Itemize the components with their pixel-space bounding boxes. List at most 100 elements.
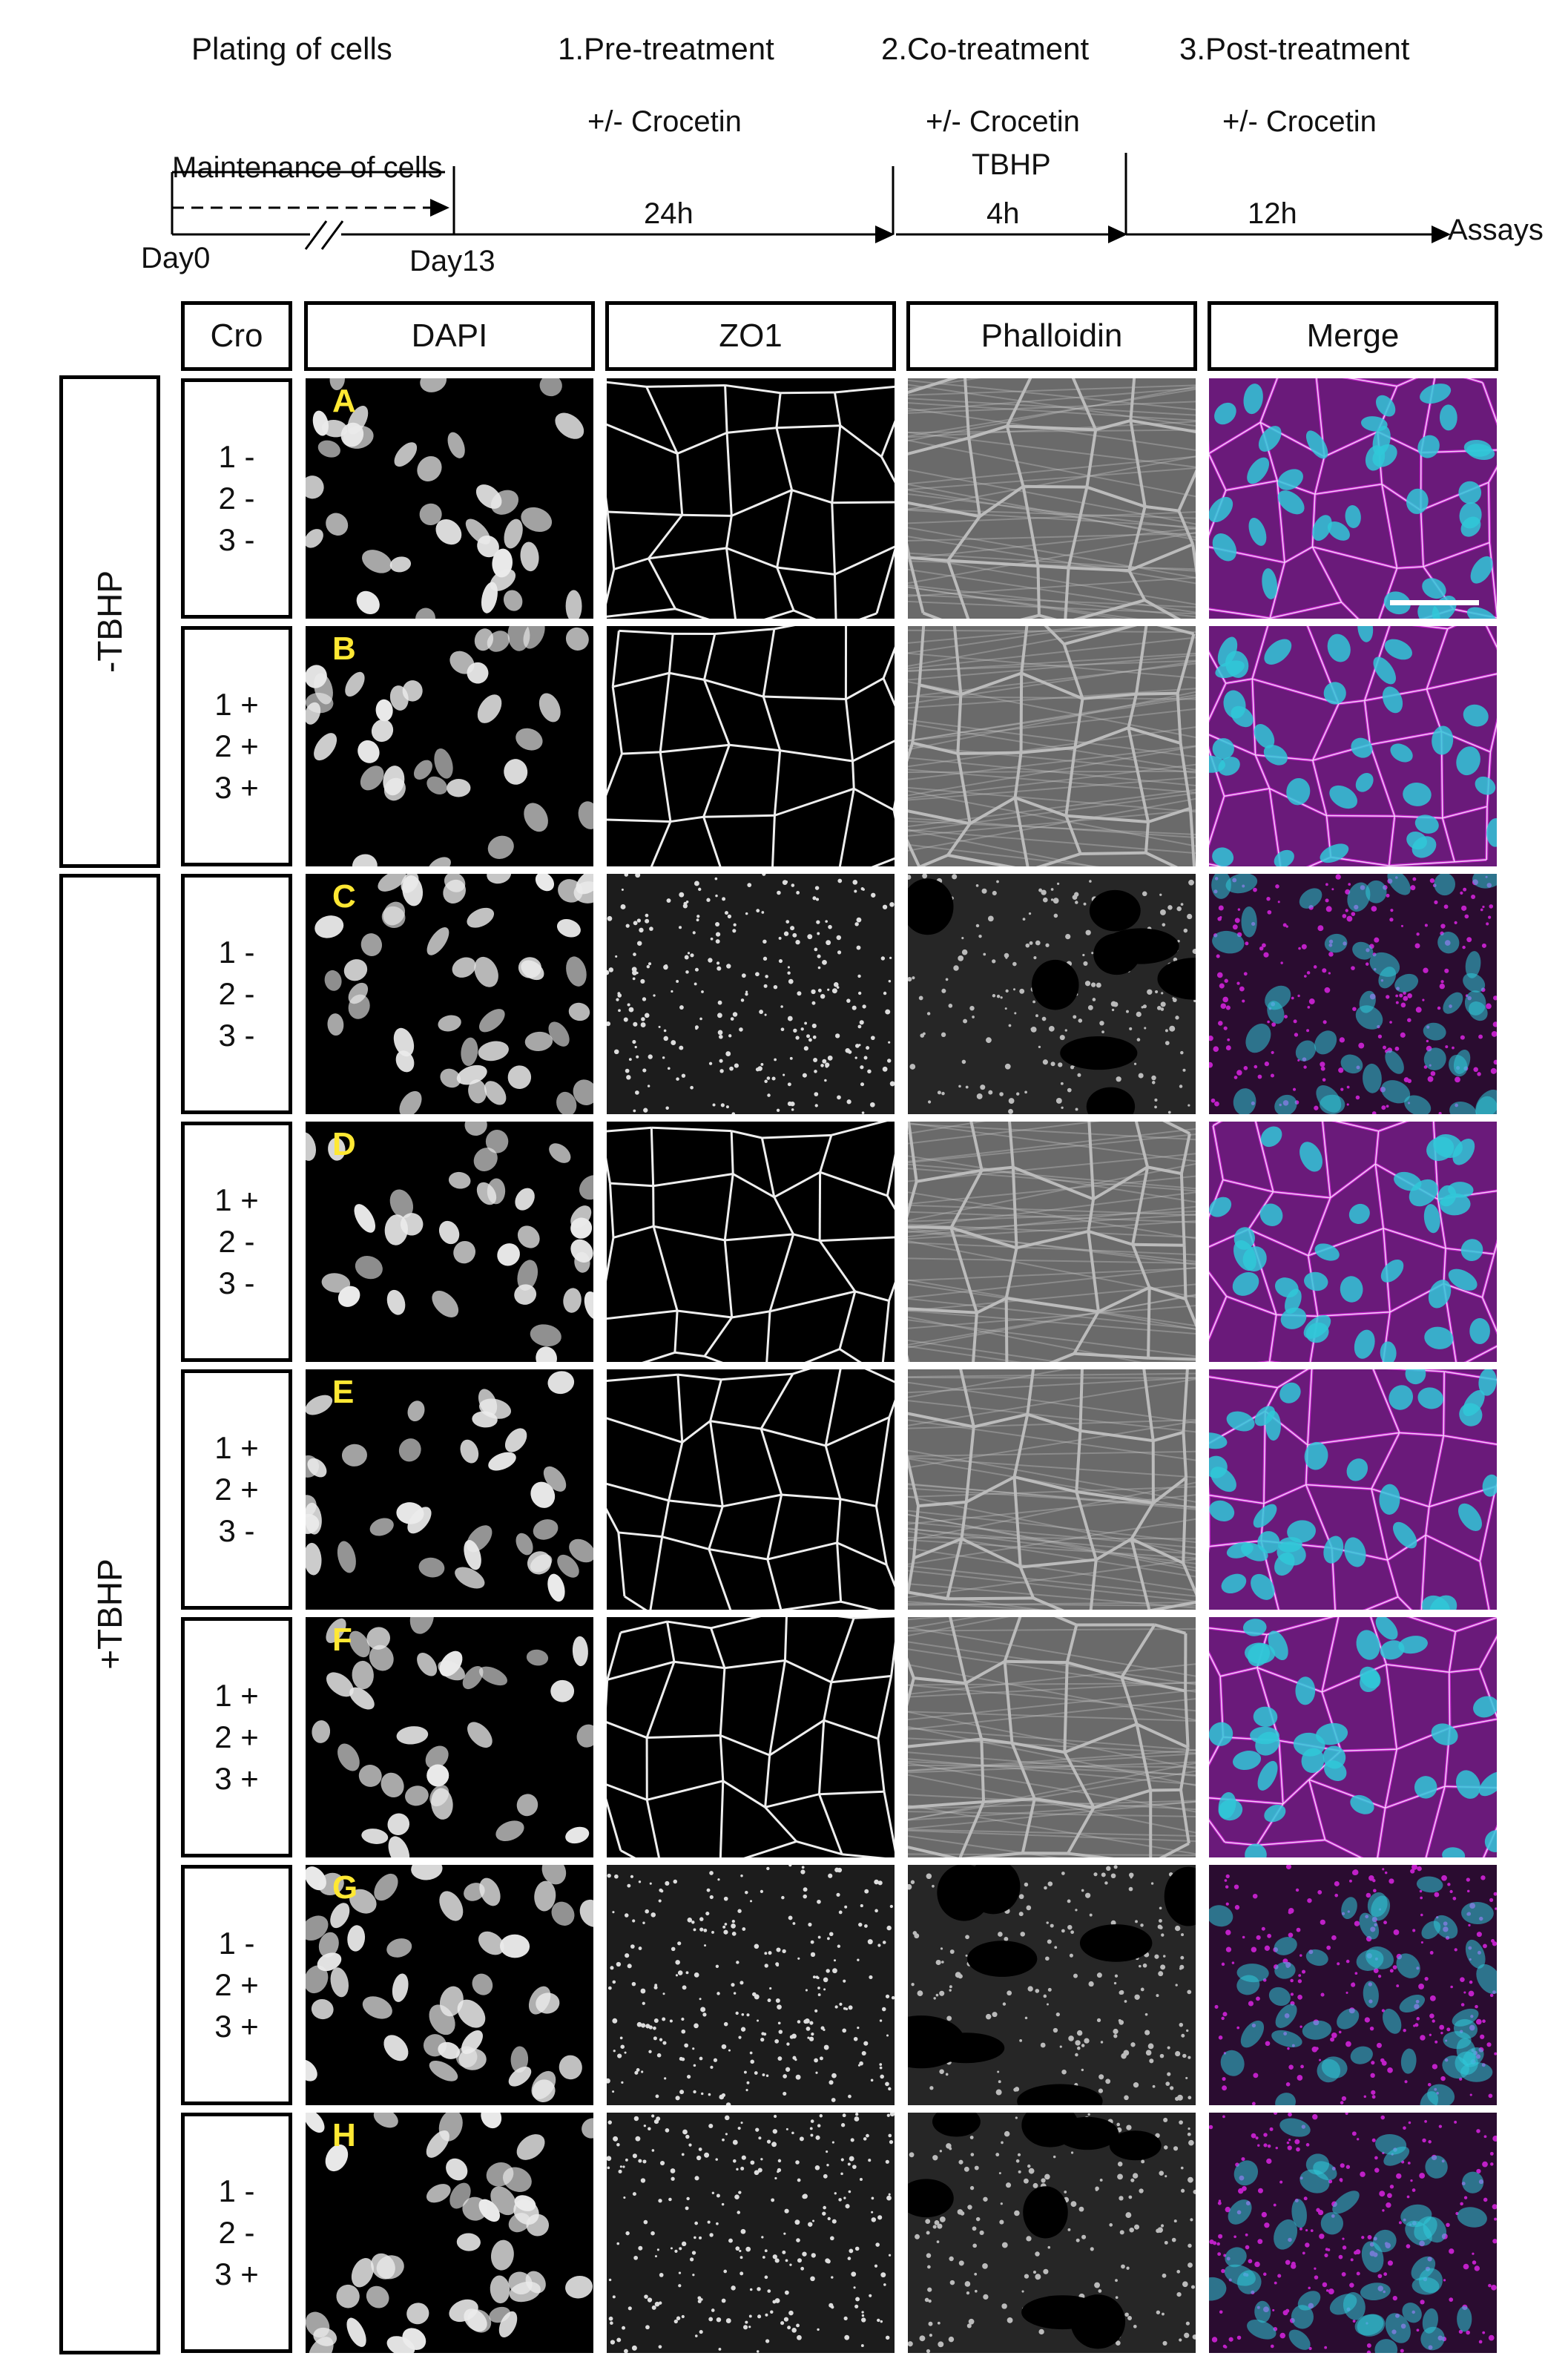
post-agent-label: +/- Crocetin: [1222, 105, 1377, 138]
cro-condition-box: 1 - 2 + 3 +: [181, 1865, 292, 2105]
merge-image: [1209, 2113, 1497, 2353]
panel-letter: C: [332, 878, 356, 915]
dapi-panel: E: [306, 1369, 593, 1610]
phal-panel: [908, 1617, 1196, 1857]
merge-image: [1209, 1369, 1497, 1610]
cro-condition-line: 1 +: [214, 1430, 259, 1465]
merge-panel: [1209, 378, 1497, 619]
dapi-panel: H: [306, 2113, 593, 2353]
post-duration-label: 12h: [1248, 197, 1297, 230]
cro-condition-line: 2 -: [218, 1224, 255, 1259]
phal-panel: [908, 1122, 1196, 1362]
merge-panel: [1209, 874, 1497, 1114]
co-agent2-label: TBHP: [972, 148, 1051, 181]
zo1-image: [607, 1122, 895, 1362]
cro-condition-line: 2 -: [218, 976, 255, 1011]
pre-agent-label: +/- Crocetin: [587, 105, 742, 138]
cro-condition-line: 3 +: [214, 2257, 259, 2291]
dapi-panel: C: [306, 874, 593, 1114]
maintenance-label: Maintenance of cells: [172, 151, 443, 184]
dapi-image: [306, 1122, 593, 1362]
dapi-panel: F: [306, 1617, 593, 1857]
cro-condition-line: 1 -: [218, 2173, 255, 2208]
zo1-panel: [607, 2113, 895, 2353]
phal-panel: [908, 874, 1196, 1114]
zo1-panel: [607, 874, 895, 1114]
merge-image: [1209, 1865, 1497, 2105]
zo1-image: [607, 1865, 895, 2105]
panel-letter: F: [332, 1622, 352, 1658]
cro-condition-box: 1 - 2 - 3 -: [181, 378, 292, 619]
header-dapi: DAPI: [304, 301, 595, 371]
zo1-image: [607, 1369, 895, 1610]
zo1-panel: [607, 1617, 895, 1857]
cro-condition-line: 1 -: [218, 439, 255, 474]
cro-condition-line: 3 +: [214, 2009, 259, 2044]
merge-image: [1209, 874, 1497, 1114]
panel-letter: D: [332, 1126, 356, 1162]
phal-image: [908, 1369, 1196, 1610]
phal-panel: [908, 378, 1196, 619]
cro-condition-lines: 1 + 2 + 3 +: [214, 684, 259, 809]
header-merge: Merge: [1208, 301, 1498, 371]
phal-panel: [908, 1369, 1196, 1610]
dapi-panel: A: [306, 378, 593, 619]
merge-image: [1209, 378, 1497, 619]
panel-letter: B: [332, 631, 356, 667]
cro-condition-line: 1 +: [214, 1678, 259, 1713]
dapi-image: [306, 626, 593, 866]
header-phalloidin: Phalloidin: [906, 301, 1197, 371]
zo1-panel: [607, 1865, 895, 2105]
cro-condition-line: 3 +: [214, 770, 259, 805]
merge-panel: [1209, 1369, 1497, 1610]
phal-image: [908, 626, 1196, 866]
merge-panel: [1209, 1122, 1497, 1362]
merge-image: [1209, 1617, 1497, 1857]
panel-letter: E: [332, 1374, 355, 1410]
dapi-image: [306, 1865, 593, 2105]
zo1-image: [607, 378, 895, 619]
phal-panel: [908, 1865, 1196, 2105]
timeline-arrows: [171, 153, 1451, 250]
day0-label: Day0: [141, 242, 211, 274]
dapi-image: [306, 2113, 593, 2353]
cro-condition-lines: 1 - 2 + 3 +: [214, 1923, 259, 2047]
phal-image: [908, 1122, 1196, 1362]
zo1-panel: [607, 1122, 895, 1362]
zo1-image: [607, 874, 895, 1114]
cro-condition-line: 1 -: [218, 935, 255, 970]
cro-condition-line: 3 -: [218, 522, 255, 557]
dapi-image: [306, 1617, 593, 1857]
cro-condition-lines: 1 - 2 - 3 +: [214, 2170, 259, 2295]
cro-condition-line: 3 +: [214, 1761, 259, 1796]
dapi-panel: D: [306, 1122, 593, 1362]
zo1-image: [607, 626, 895, 866]
cro-condition-line: 1 -: [218, 1926, 255, 1961]
phal-panel: [908, 626, 1196, 866]
cro-condition-box: 1 - 2 - 3 -: [181, 874, 292, 1114]
cro-condition-box: 1 + 2 - 3 -: [181, 1122, 292, 1362]
dapi-panel: B: [306, 626, 593, 866]
header-dapi-text: DAPI: [411, 317, 488, 354]
merge-panel: [1209, 1865, 1497, 2105]
merge-panel: [1209, 626, 1497, 866]
merge-image: [1209, 1122, 1497, 1362]
header-phalloidin-text: Phalloidin: [981, 317, 1123, 354]
cro-condition-line: 1 +: [214, 687, 259, 722]
phal-image: [908, 378, 1196, 619]
co-duration-label: 4h: [986, 197, 1020, 230]
header-cro-text: Cro: [210, 317, 263, 354]
panel-letter: H: [332, 2117, 356, 2153]
phal-image: [908, 1865, 1196, 2105]
scale-bar: [1390, 600, 1479, 605]
cro-condition-line: 2 +: [214, 728, 259, 763]
zo1-panel: [607, 626, 895, 866]
header-cro: Cro: [181, 301, 292, 371]
cro-condition-line: 2 -: [218, 481, 255, 516]
pre-duration-label: 24h: [644, 197, 694, 230]
cro-condition-lines: 1 + 2 + 3 -: [214, 1427, 259, 1552]
dapi-panel: G: [306, 1865, 593, 2105]
cro-condition-box: 1 + 2 + 3 +: [181, 1617, 292, 1857]
merge-image: [1209, 626, 1497, 866]
cro-condition-line: 3 -: [218, 1513, 255, 1548]
